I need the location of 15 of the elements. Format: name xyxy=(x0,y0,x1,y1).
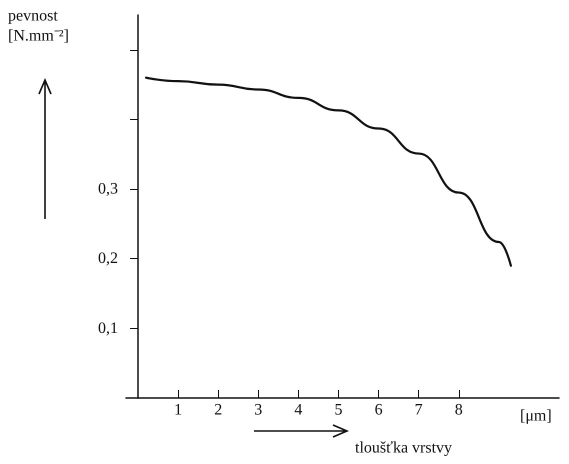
x-tick-label: 3 xyxy=(254,402,262,418)
y-tick-label: 0,3 xyxy=(98,180,118,198)
x-tick-label: 5 xyxy=(334,402,342,418)
line-series xyxy=(144,76,512,267)
x-tick-label: 4 xyxy=(294,402,302,418)
text: [μm] xyxy=(520,408,552,424)
x-axis-title: tloušťka vrstvy xyxy=(355,440,452,456)
x-tick-label: 1 xyxy=(174,402,182,418)
y-axis-title: pevnost [N.mm⁻²] xyxy=(8,8,69,44)
y-tick-label: 0,2 xyxy=(98,250,118,268)
y-tick-label: 0,1 xyxy=(98,320,118,337)
x-tick-label: 2 xyxy=(214,402,222,418)
x-tick-label: 7 xyxy=(414,402,423,418)
x-tick-label: 8 xyxy=(454,402,463,418)
x-tick-label: 6 xyxy=(374,402,383,418)
